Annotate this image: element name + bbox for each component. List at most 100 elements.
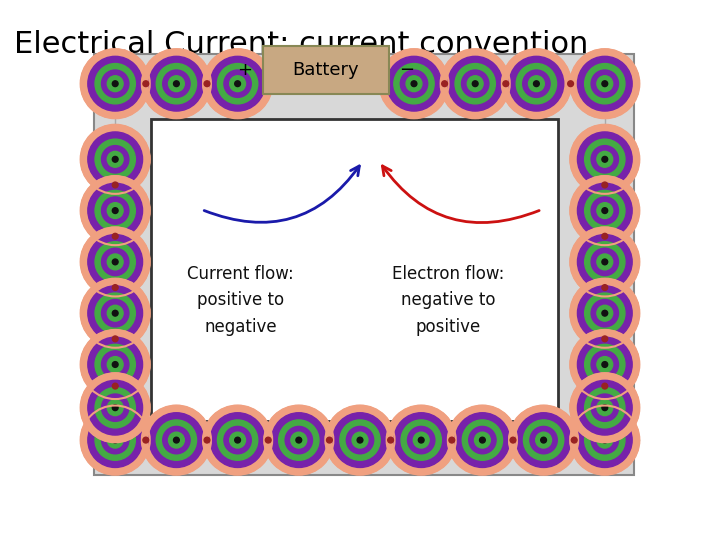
Circle shape [95,420,135,460]
Circle shape [411,81,417,86]
Circle shape [266,437,271,443]
Circle shape [591,248,618,275]
Circle shape [95,191,135,231]
Circle shape [585,64,625,104]
Circle shape [570,373,639,442]
Bar [151,119,558,421]
Circle shape [536,432,552,448]
Circle shape [81,227,150,296]
Circle shape [602,157,608,162]
Circle shape [88,234,143,289]
Circle shape [235,81,240,86]
Circle shape [81,176,150,245]
Circle shape [107,356,123,373]
Circle shape [597,432,613,448]
Circle shape [591,70,618,97]
Circle shape [230,432,246,448]
Circle shape [81,49,150,118]
Circle shape [577,56,632,111]
Circle shape [264,406,333,475]
Circle shape [387,406,456,475]
Circle shape [210,56,265,111]
Circle shape [174,81,179,86]
Circle shape [340,420,380,460]
Circle shape [469,427,496,454]
Circle shape [204,81,210,86]
Circle shape [585,388,625,428]
Circle shape [107,202,123,219]
Circle shape [102,70,129,97]
Circle shape [102,248,129,275]
Circle shape [112,182,118,188]
Circle shape [602,405,608,410]
Circle shape [577,234,632,289]
Circle shape [509,56,564,111]
Circle shape [352,432,368,448]
Circle shape [570,279,639,348]
Circle shape [570,406,639,475]
Circle shape [462,420,503,460]
Circle shape [577,337,632,392]
Circle shape [541,437,546,443]
Circle shape [143,437,149,443]
Circle shape [112,208,118,213]
Circle shape [570,227,639,296]
Circle shape [442,81,448,86]
Circle shape [235,437,240,443]
Circle shape [168,432,184,448]
Circle shape [597,151,613,167]
Circle shape [394,64,434,104]
Circle shape [112,362,118,367]
Circle shape [204,437,210,443]
Circle shape [102,394,129,421]
Circle shape [591,300,618,327]
Circle shape [408,427,435,454]
Circle shape [174,437,179,443]
Circle shape [570,176,639,245]
Circle shape [112,157,118,162]
Circle shape [570,125,639,194]
Circle shape [224,70,251,97]
Circle shape [95,64,135,104]
Circle shape [441,49,510,118]
Circle shape [81,125,150,194]
Circle shape [597,305,613,321]
Circle shape [112,233,118,239]
Circle shape [296,437,302,443]
Circle shape [107,432,123,448]
Circle shape [107,76,123,92]
Circle shape [88,56,143,111]
Circle shape [602,285,608,291]
Circle shape [467,76,483,92]
Circle shape [102,427,129,454]
Circle shape [534,81,539,86]
Text: Electron flow:
negative to
positive: Electron flow: negative to positive [392,265,504,336]
Circle shape [602,362,608,367]
Circle shape [503,81,508,86]
Circle shape [271,413,326,468]
Circle shape [597,356,613,373]
Circle shape [163,427,190,454]
Circle shape [112,285,118,291]
Circle shape [81,373,150,442]
Circle shape [102,300,129,327]
Circle shape [591,351,618,378]
Circle shape [107,305,123,321]
Circle shape [217,420,258,460]
Circle shape [597,202,613,219]
Circle shape [523,420,564,460]
Circle shape [95,242,135,282]
Circle shape [516,64,557,104]
Circle shape [577,286,632,341]
Circle shape [107,254,123,270]
Circle shape [81,279,150,348]
Circle shape [327,437,332,443]
Circle shape [279,420,319,460]
Circle shape [168,76,184,92]
Circle shape [510,437,516,443]
Circle shape [143,81,149,86]
Circle shape [570,49,639,118]
Circle shape [88,413,143,468]
Circle shape [602,233,608,239]
Circle shape [156,420,197,460]
